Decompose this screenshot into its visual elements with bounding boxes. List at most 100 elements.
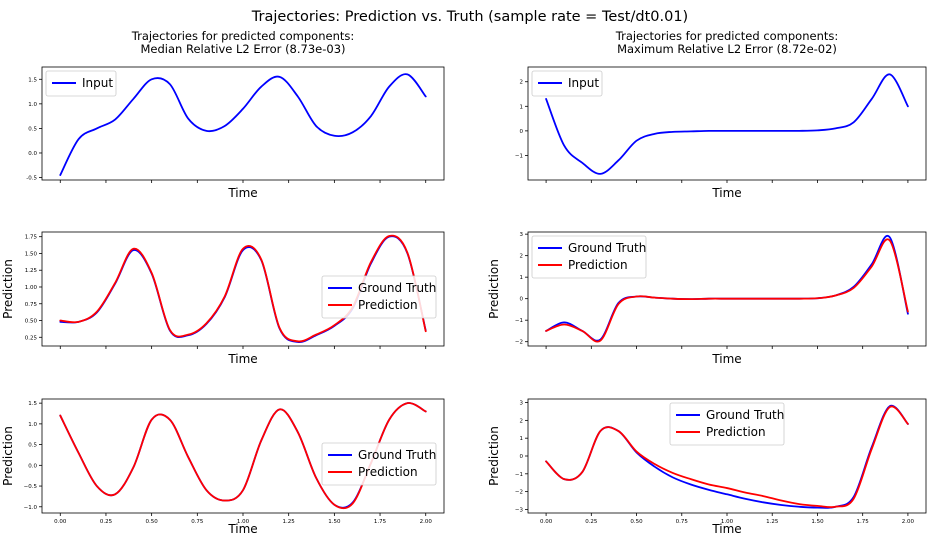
- y-tick-label: 1: [520, 275, 524, 281]
- x-axis-label: Time: [227, 186, 257, 200]
- subplot-title-line: Trajectories for predicted components:: [131, 29, 355, 43]
- y-tick-label: −3: [515, 507, 524, 513]
- y-tick-label: −2: [515, 490, 523, 496]
- legend-label: Prediction: [706, 425, 766, 439]
- legend-label: Ground Truth: [358, 281, 436, 295]
- subplot-2: Trajectories for predicted components: Ma…: [515, 29, 927, 200]
- x-tick-label: 0.75: [676, 519, 689, 525]
- series-line-input: [59, 73, 427, 176]
- series-line-prediction: [59, 234, 427, 343]
- y-tick-label: 1.50: [25, 251, 38, 257]
- legend-label: Ground Truth: [568, 241, 646, 255]
- y-tick-label: 0: [520, 129, 524, 135]
- y-tick-label: 1: [520, 104, 524, 110]
- figure-suptitle: Trajectories: Prediction vs. Truth (samp…: [251, 9, 688, 25]
- x-axis-label: Time: [711, 522, 741, 533]
- legend-label: Ground Truth: [706, 408, 784, 422]
- y-tick-label: -0.5: [26, 176, 37, 182]
- legend-label: Input: [568, 76, 599, 90]
- x-tick-label: 0.50: [146, 519, 159, 525]
- x-axis-label: Time: [711, 186, 741, 200]
- subplot-6: −3 −2 −1 0 1 2 3 0.00 0.25 0.50 0.75 1.00 1.25 1.50 1.…: [487, 398, 927, 533]
- axes-frame: [41, 231, 445, 347]
- y-tick-label: 2: [520, 418, 524, 424]
- y-tick-label: 0.5: [28, 126, 37, 132]
- legend: Input: [45, 70, 117, 97]
- x-tick-label: 1.00: [721, 519, 734, 525]
- x-tick-label: 0.00: [540, 519, 553, 525]
- series-line-prediction: [545, 405, 909, 509]
- x-axis-label: Time: [711, 352, 741, 366]
- x-tick-label: 1.00: [237, 519, 250, 525]
- y-tick-label: 1.00: [25, 285, 38, 291]
- axes-frame: [527, 231, 927, 347]
- y-tick-label: −1: [515, 318, 523, 324]
- y-tick-label: 0: [520, 454, 524, 460]
- x-tick-label: 1.75: [374, 519, 387, 525]
- legend: Input: [531, 70, 603, 97]
- x-tick-label: 2.00: [902, 519, 915, 525]
- subplot-title: Trajectories for predicted components: Ma…: [615, 29, 839, 56]
- y-tick-label: 0: [520, 297, 524, 303]
- legend-box: [531, 70, 603, 97]
- subplot-5: −1.0 −0.5 0.0 0.5 1.0 1.5 0.00 0.25 0.50 0.75 1.00…: [1, 398, 445, 533]
- y-tick-label: 0.25: [25, 335, 38, 341]
- axes-frame: [527, 398, 927, 514]
- x-tick-label: 2.00: [420, 519, 433, 525]
- legend-label: Prediction: [358, 298, 418, 312]
- y-tick-label: 3: [520, 232, 524, 238]
- x-tick-label: 1.25: [283, 519, 296, 525]
- y-tick-label: 0.5: [28, 443, 37, 449]
- y-tick-label: 1.0: [28, 422, 37, 428]
- subplot-4: −2 −1 0 1 2 3 Time Prediction Ground Truth Predic…: [487, 231, 927, 366]
- x-tick-label: 1.50: [328, 519, 341, 525]
- legend-label: Prediction: [568, 258, 628, 272]
- y-axis-label: Prediction: [487, 426, 501, 486]
- series-line-prediction: [545, 238, 909, 343]
- legend-label: Ground Truth: [358, 448, 436, 462]
- legend-box: [321, 275, 437, 319]
- subplot-1: Trajectories for predicted components: Me…: [26, 29, 445, 200]
- y-tick-label: 1.0: [28, 102, 37, 108]
- x-tick-label: 0.25: [100, 519, 113, 525]
- y-tick-label: 0.0: [28, 463, 37, 469]
- y-axis-label: Prediction: [1, 259, 15, 319]
- y-tick-label: −1: [515, 472, 523, 478]
- y-axis-label: Prediction: [487, 259, 501, 319]
- x-axis-label: Time: [227, 522, 257, 533]
- x-tick-label: 0.25: [585, 519, 598, 525]
- y-tick-label: 0.75: [25, 302, 38, 308]
- y-tick-label: 0.50: [25, 319, 38, 325]
- y-tick-label: 3: [520, 401, 524, 407]
- series-line-input: [545, 73, 909, 175]
- y-tick-label: 2: [520, 254, 524, 260]
- y-tick-label: 1.75: [25, 235, 38, 241]
- y-tick-label: −1.0: [24, 505, 38, 511]
- y-tick-label: −2: [515, 340, 523, 346]
- x-tick-label: 1.25: [766, 519, 779, 525]
- axes-frame: [41, 398, 445, 514]
- axes-frame: [527, 66, 927, 181]
- legend: Ground Truth Prediction: [321, 442, 437, 486]
- y-tick-label: −0.5: [24, 484, 38, 490]
- subplot-3: 0.25 0.50 0.75 1.00 1.25 1.50 1.75 Time Predicti…: [1, 231, 445, 366]
- legend-box: [45, 70, 117, 97]
- y-tick-label: 1.25: [25, 268, 38, 274]
- legend-box: [669, 402, 785, 446]
- subplot-title: Trajectories for predicted components: Me…: [131, 29, 355, 56]
- y-tick-label: 2: [520, 80, 524, 86]
- x-tick-label: 0.00: [54, 519, 67, 525]
- legend: Ground Truth Prediction: [669, 402, 785, 446]
- legend-box: [531, 235, 647, 279]
- axes-frame: [41, 66, 445, 181]
- legend-label: Prediction: [358, 465, 418, 479]
- y-axis-label: Prediction: [1, 426, 15, 486]
- subplot-title-line: Maximum Relative L2 Error (8.72e-02): [617, 42, 837, 56]
- x-axis-label: Time: [227, 352, 257, 366]
- y-tick-label: 1: [520, 436, 524, 442]
- legend-label: Input: [82, 76, 113, 90]
- legend: Ground Truth Prediction: [321, 275, 437, 319]
- legend: Ground Truth Prediction: [531, 235, 647, 279]
- x-tick-label: 1.50: [811, 519, 824, 525]
